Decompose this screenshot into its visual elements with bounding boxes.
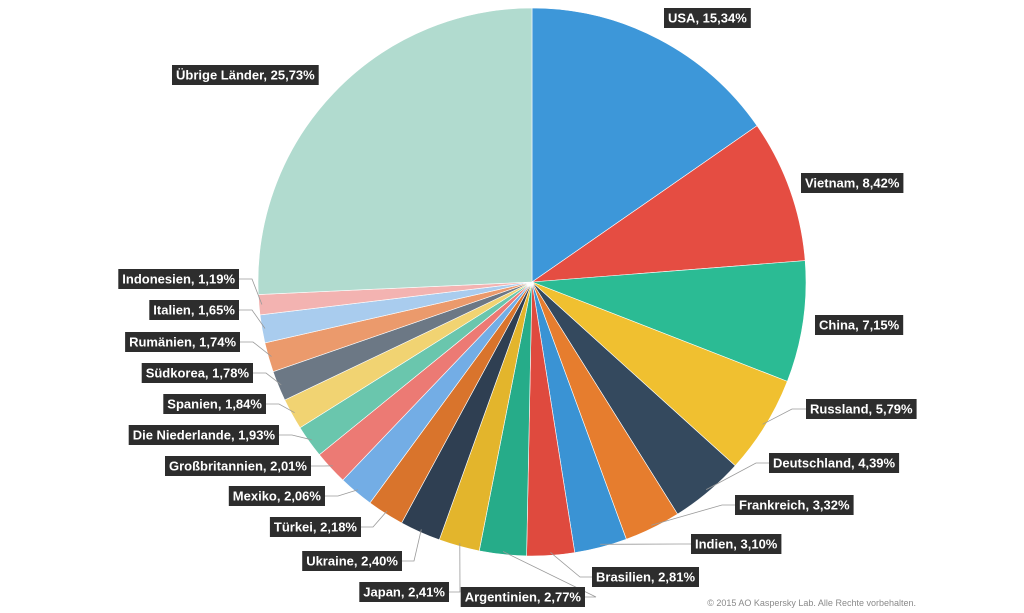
label-text: Indonesien, 1,19%: [122, 272, 235, 287]
label-text: Rumänien, 1,74%: [129, 335, 236, 350]
leader-line-mexiko: [325, 489, 359, 497]
label-text: Südkorea, 1,78%: [146, 366, 250, 381]
slice-label-russland: Russland, 5,79%: [806, 399, 917, 419]
label-box: [691, 534, 782, 554]
label-box: [806, 399, 917, 419]
label-box: [149, 300, 239, 320]
leader-line-brasilien: [550, 552, 592, 578]
leader-line-spanien: [266, 403, 295, 414]
label-box: [165, 456, 311, 476]
label-text: Die Niederlande, 1,93%: [133, 428, 276, 443]
slice-label-tuerkei: Türkei, 2,18%: [269, 517, 361, 537]
label-box: [302, 551, 402, 571]
label-box: [801, 173, 904, 193]
label-text: Deutschland, 4,39%: [773, 456, 896, 471]
label-text: Spanien, 1,84%: [167, 397, 262, 412]
leader-line-indonesien: [239, 278, 263, 305]
slice-label-frankreich: Frankreich, 3,32%: [735, 495, 854, 515]
copyright-notice: © 2015 AO Kaspersky Lab. Alle Rechte vor…: [707, 598, 916, 608]
label-box: [664, 8, 751, 28]
slice-label-rumaenien: Rumänien, 1,74%: [125, 332, 240, 352]
pie-slice-uebrige-laender: [257, 7, 533, 295]
label-text: Italien, 1,65%: [153, 303, 235, 318]
label-text: Mexiko, 2,06%: [233, 489, 322, 504]
slice-label-deutschland: Deutschland, 4,39%: [769, 453, 900, 473]
label-box: [172, 65, 319, 85]
label-text: Argentinien, 2,77%: [465, 590, 582, 605]
slice-label-china: China, 7,15%: [815, 315, 904, 335]
leader-line-japan: [449, 543, 461, 593]
slice-label-argentinien: Argentinien, 2,77%: [460, 587, 585, 607]
slice-label-mexiko: Mexiko, 2,06%: [228, 486, 325, 506]
label-text: Übrige Länder, 25,73%: [176, 68, 315, 83]
label-text: Vietnam, 8,42%: [805, 176, 900, 191]
slice-label-italien: Italien, 1,65%: [149, 300, 239, 320]
label-box: [163, 394, 266, 414]
slice-label-vietnam: Vietnam, 8,42%: [801, 173, 904, 193]
pie-slice-vietnam: [530, 125, 806, 283]
label-text: Russland, 5,79%: [810, 402, 913, 417]
label-text: Ukraine, 2,40%: [306, 554, 398, 569]
label-box: [735, 495, 854, 515]
label-box: [118, 269, 239, 289]
slice-label-spanien: Spanien, 1,84%: [163, 394, 266, 414]
slice-label-grossbritannien: Großbritannien, 2,01%: [165, 456, 311, 476]
label-text: Türkei, 2,18%: [274, 520, 358, 535]
label-box: [592, 567, 699, 587]
label-box: [769, 453, 900, 473]
leader-line-italien: [239, 309, 266, 329]
label-box: [460, 587, 585, 607]
label-box: [125, 332, 240, 352]
pie-slice-china: [531, 260, 807, 382]
label-text: China, 7,15%: [819, 318, 900, 333]
slice-label-die-niederlande: Die Niederlande, 1,93%: [128, 425, 279, 445]
slice-label-uebrige-laender: Übrige Länder, 25,73%: [172, 65, 319, 85]
leader-line-deutschland: [706, 462, 769, 490]
slice-label-usa: USA, 15,34%: [664, 8, 751, 28]
label-text: Großbritannien, 2,01%: [169, 459, 307, 474]
leader-line-die-niederlande: [279, 434, 312, 441]
slice-label-japan: Japan, 2,41%: [359, 582, 449, 602]
slice-label-indonesien: Indonesien, 1,19%: [118, 269, 239, 289]
leader-line-russland: [762, 408, 806, 425]
leader-line-frankreich: [651, 504, 735, 526]
label-box: [228, 486, 325, 506]
leader-lines: [239, 278, 806, 598]
label-box: [815, 315, 904, 335]
label-box: [359, 582, 449, 602]
label-text: USA, 15,34%: [668, 11, 747, 26]
pie-slice-usa: [531, 7, 758, 283]
label-box: [128, 425, 279, 445]
leader-line-ukraine: [402, 529, 422, 562]
label-box: [269, 517, 361, 537]
label-text: Indien, 3,10%: [695, 537, 778, 552]
label-box: [141, 363, 253, 383]
slice-label-suedkorea: Südkorea, 1,78%: [141, 363, 253, 383]
label-text: Frankreich, 3,32%: [739, 498, 850, 513]
slice-label-ukraine: Ukraine, 2,40%: [302, 551, 402, 571]
leader-line-suedkorea: [253, 372, 282, 386]
leader-line-argentinien: [502, 551, 597, 598]
leader-line-rumaenien: [240, 341, 272, 357]
slice-labels: USA, 15,34% Vietnam, 8,42% China, 7,15% Rus…: [118, 8, 917, 607]
label-text: Brasilien, 2,81%: [596, 570, 695, 585]
label-text: Japan, 2,41%: [363, 585, 445, 600]
slice-label-brasilien: Brasilien, 2,81%: [592, 567, 699, 587]
slice-label-indien: Indien, 3,10%: [691, 534, 782, 554]
leader-line-tuerkei: [361, 510, 388, 528]
pie-slices: [257, 7, 807, 557]
